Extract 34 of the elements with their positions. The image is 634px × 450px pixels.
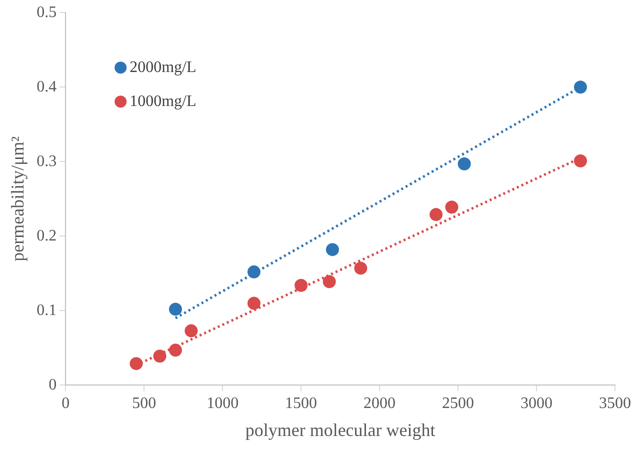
point — [130, 357, 143, 370]
point — [430, 208, 443, 222]
x-tick-label: 2500 — [442, 395, 474, 412]
y-tick-label: 0.2 — [36, 227, 57, 244]
x-tick-label: 1000 — [206, 395, 239, 412]
point — [294, 278, 308, 292]
point — [354, 262, 368, 275]
point — [445, 200, 458, 214]
point — [322, 275, 336, 288]
legend-label: 1000mg/L — [130, 92, 196, 110]
x-tick-label: 3500 — [599, 395, 631, 412]
point — [574, 154, 587, 168]
y-tick-label: 0.1 — [36, 302, 57, 319]
y-tick-label: 0.3 — [36, 152, 57, 170]
point — [574, 80, 587, 94]
point — [458, 157, 471, 170]
point — [168, 344, 182, 357]
y-tick-label: 0.4 — [36, 78, 57, 96]
x-tick-label: 0 — [62, 395, 70, 412]
point — [168, 302, 182, 316]
y-tick-label: 0 — [48, 376, 57, 394]
y-tick-label: 0.5 — [36, 4, 57, 21]
point — [247, 265, 260, 278]
point — [247, 296, 260, 310]
x-tick-label: 1500 — [285, 395, 318, 412]
legend-label: 2000mg/L — [130, 58, 196, 76]
point — [184, 324, 198, 338]
point — [153, 350, 166, 363]
point — [326, 243, 339, 256]
x-tick-label: 2000 — [364, 395, 396, 412]
y-axis-title: permeability/μm² — [8, 136, 28, 262]
x-axis-title: polymer molecular weight — [245, 420, 436, 440]
x-tick-label: 3000 — [520, 395, 553, 412]
x-tick-label: 500 — [132, 395, 156, 412]
